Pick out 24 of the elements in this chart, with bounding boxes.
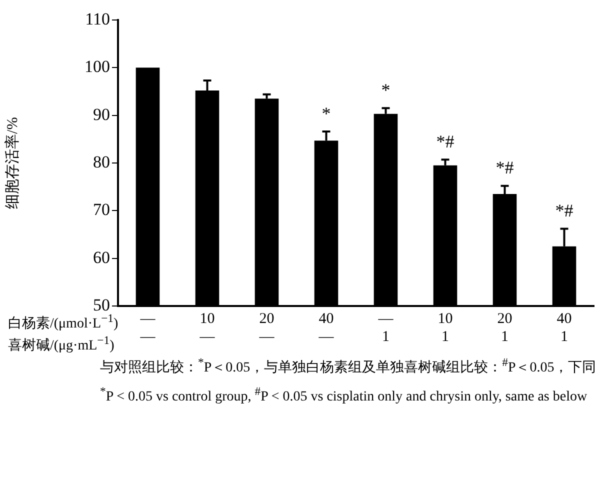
annotation: *#	[496, 158, 514, 178]
y-tick-label: 100	[84, 57, 110, 76]
y-axis-title: 细胞存活率/%	[4, 117, 21, 209]
text: $^{*}$P < 0.05 vs control group, $^{#}$P < 0.05 vs cisplatin only and chrysin only, same as below	[100, 384, 588, 406]
y-tick-label: 70	[93, 200, 110, 220]
y-tick-label: 110	[85, 9, 110, 28]
y-tick-label: 80	[93, 152, 110, 172]
x-tick-label: 20 1	[497, 310, 512, 345]
x-tick-label: — —	[139, 310, 156, 345]
x-tick-label: 40 —	[318, 310, 335, 345]
x-tick-label: 40 1	[556, 310, 572, 345]
annotation: *	[381, 80, 390, 100]
y-tick-label: 60	[93, 248, 110, 267]
x-tick-label: 10 —	[198, 310, 216, 345]
annotation: *	[322, 103, 331, 124]
text: 白杨素/(μmol·L$^{−1}$) 喜树碱/(μg·mL$^{−1}$)	[8, 312, 118, 354]
x-tick-label: — 1	[377, 310, 394, 345]
annotation: *#	[436, 131, 454, 152]
x-tick-label: 10 1	[438, 310, 453, 345]
text: 与对照组比较：$^{*}$P＜0.05，与单独白杨素组及单独喜树碱组比较：$^{#}$P＜0.05，下同	[100, 355, 598, 378]
y-tick-label: 50	[93, 295, 110, 314]
x-tick-label: 20 —	[258, 310, 276, 345]
y-tick-label: 90	[93, 104, 110, 124]
annotation: *#	[555, 200, 574, 221]
